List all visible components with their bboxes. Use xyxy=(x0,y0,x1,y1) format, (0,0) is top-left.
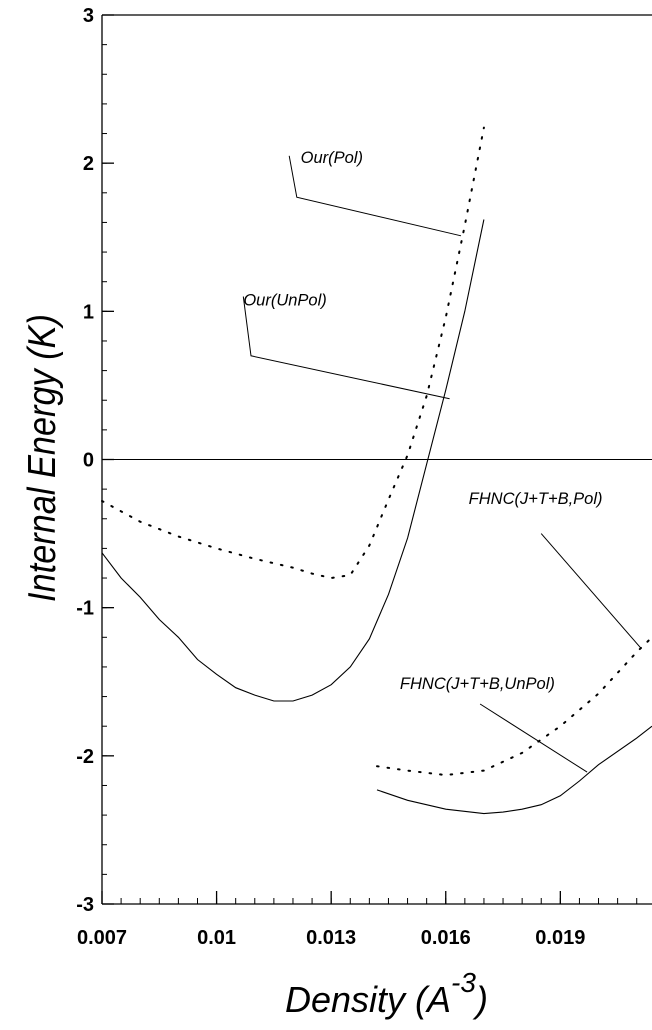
annotation-label: FHNC(J+T+B,Pol) xyxy=(469,490,603,508)
annotations: Our(Pol) Our(UnPol) FHNC(J+T+B,Pol) FHNC(J+… xyxy=(242,149,641,773)
annotation-leader-line xyxy=(540,533,641,649)
axes xyxy=(101,14,652,905)
series-line xyxy=(376,636,652,777)
ticks: -3 -2 -1 0 1 2 3 0.007 0.01 0.013 0.016 0.019 xyxy=(76,5,638,949)
y-tick-label: -1 xyxy=(76,598,94,620)
x-tick-label: 0.007 xyxy=(77,927,127,949)
annotation-leader-line xyxy=(242,296,450,400)
series-line xyxy=(101,219,485,702)
y-tick-label: 3 xyxy=(83,5,94,27)
y-tick-label: -2 xyxy=(76,746,94,768)
y-tick-label: 2 xyxy=(83,153,94,175)
annotation-label: Our(UnPol) xyxy=(243,291,326,309)
y-tick-label: -3 xyxy=(76,894,94,916)
y-tick-label: 1 xyxy=(83,301,94,323)
annotation-label: Our(Pol) xyxy=(301,149,363,167)
x-axis-title-superscript: -3 xyxy=(451,967,476,998)
x-axis-title-close: ) xyxy=(472,979,488,1020)
series-line xyxy=(376,725,652,815)
x-axis-title: Density (A-3) xyxy=(285,967,488,1020)
y-axis-title: Internal Energy (K) xyxy=(20,314,64,602)
x-tick-label: 0.01 xyxy=(197,927,236,949)
series-line xyxy=(101,126,485,580)
x-axis-title-text: Density (A xyxy=(285,979,451,1020)
annotation-leader-line xyxy=(288,155,462,237)
annotation-leader-line xyxy=(479,703,588,773)
x-tick-label: 0.013 xyxy=(306,927,356,949)
series xyxy=(101,126,652,815)
annotation-label: FHNC(J+T+B,UnPol) xyxy=(400,675,555,693)
x-tick-label: 0.016 xyxy=(421,927,471,949)
x-tick-label: 0.019 xyxy=(535,927,585,949)
y-tick-label: 0 xyxy=(83,450,94,472)
